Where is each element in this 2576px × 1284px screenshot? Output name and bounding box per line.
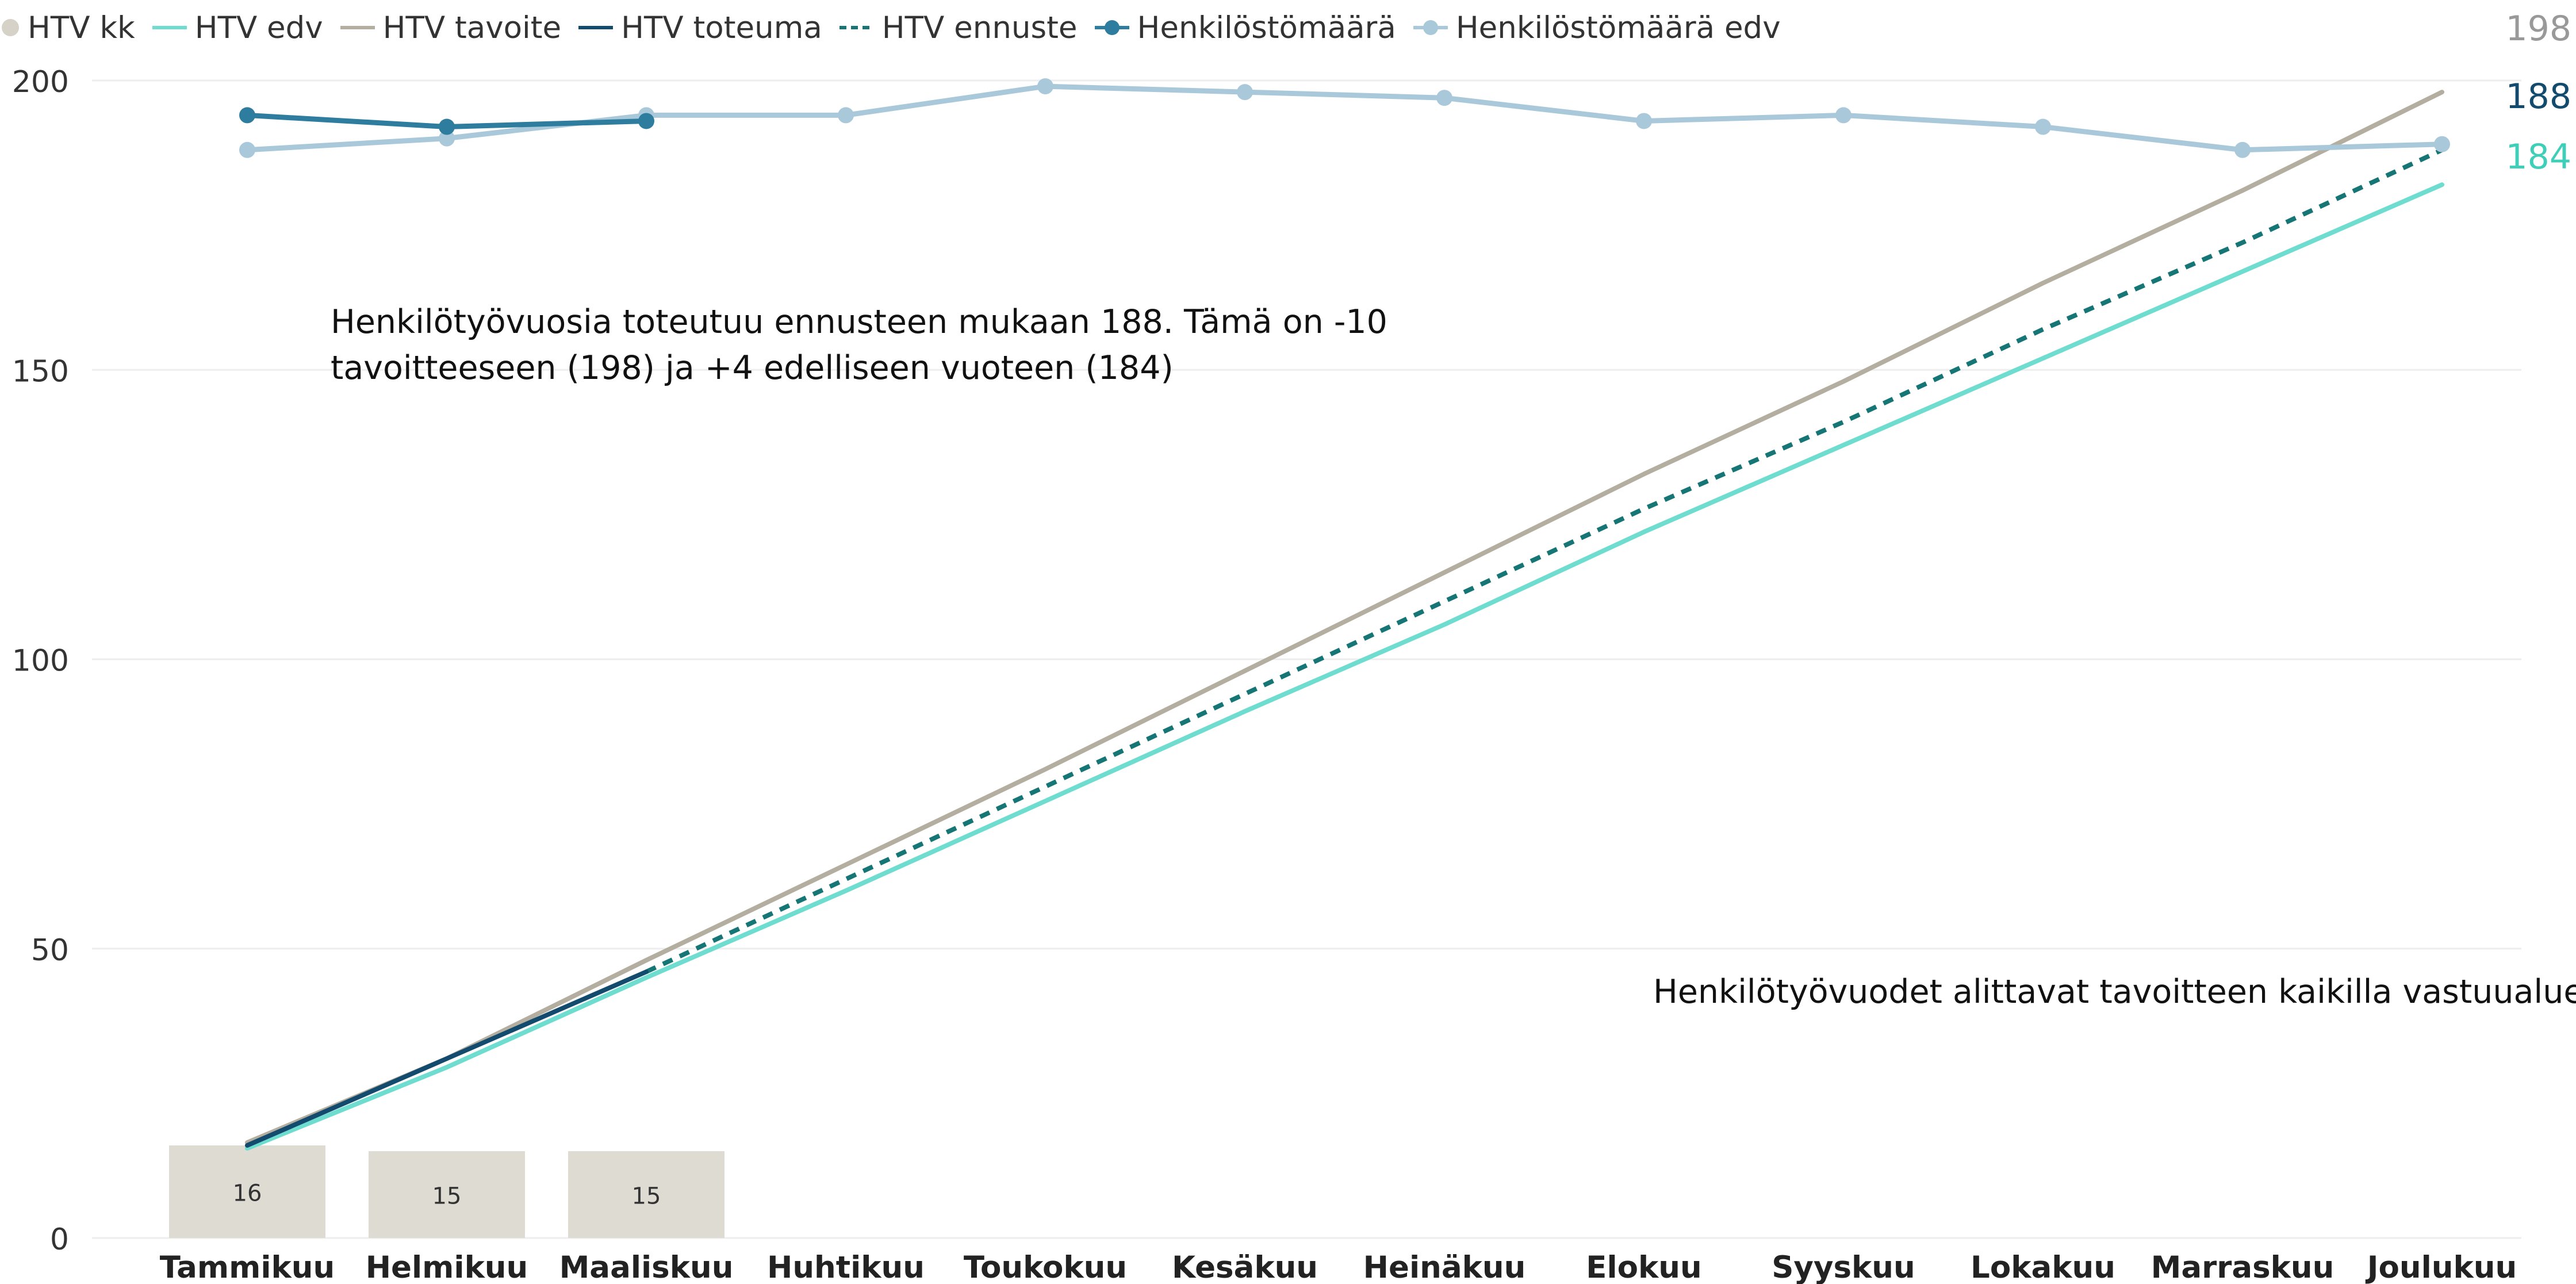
legend-label: HTV ennuste [881,10,1078,45]
series-point-henkilostomaara-edv [2434,136,2450,152]
series-point-henkilostomaara-edv [1436,90,1452,106]
x-tick-label: Helmikuu [366,1250,528,1284]
series-point-henkilostomaara-edv [1237,84,1253,101]
legend-item[interactable]: Henkilöstömäärä edv [1412,10,1781,45]
x-tick-label: Huhtikuu [767,1250,925,1284]
series-point-henkilostomaara-edv [2234,141,2251,158]
legend-label: HTV toteuma [621,10,822,45]
legend-item[interactable]: Henkilöstömäärä [1094,10,1396,45]
legend-swatch-icon [1094,20,1129,35]
x-tick-label: Elokuu [1586,1250,1702,1284]
bar-data-label: 15 [632,1183,661,1210]
x-tick-label: Heinäkuu [1363,1250,1526,1284]
legend-swatch-icon [340,26,375,29]
x-tick-label: Marraskuu [2151,1250,2334,1284]
legend-swatch-icon [1413,20,1448,35]
end-value-label: 188 [2505,76,2571,117]
end-value-label: 184 [2505,137,2571,177]
legend: HTV kk HTV edv HTV tavoite HTV toteuma HTV e… [0,5,1797,51]
bar [169,1145,325,1238]
series-point-henkilostomaara [439,118,455,135]
x-tick-label: Maaliskuu [559,1250,734,1284]
legend-item[interactable]: HTV toteuma [577,10,822,45]
y-tick-label: 50 [31,933,69,968]
series-point-henkilostomaara-edv [439,130,455,147]
legend-swatch-icon [152,26,187,29]
series-line-htv-toteuma [245,969,649,1148]
series-line-htv-edv [245,182,2444,1151]
series-point-henkilostomaara-edv [838,107,854,124]
legend-label: Henkilöstömäärä [1137,10,1396,45]
bar [369,1151,525,1238]
series-point-henkilostomaara-edv [1037,78,1053,95]
end-value-label: 198 [2505,9,2571,49]
series-point-henkilostomaara-edv [1636,113,1652,129]
bar [568,1151,724,1238]
legend-swatch-icon [2,19,19,36]
legend-label: HTV kk [28,10,135,45]
series-point-henkilostomaara-edv [239,141,255,158]
x-tick-label: Syyskuu [1772,1250,1915,1284]
series-point-henkilostomaara [638,113,654,129]
series-line-htv-tavoite [245,90,2444,1145]
legend-item[interactable]: HTV edv [151,10,323,45]
x-tick-label: Toukokuu [964,1250,1127,1284]
annotation-top: Henkilötyövuosia toteutuu ennusteen muka… [331,303,1387,387]
y-tick-label: 150 [12,354,69,389]
annotation-bottom: Henkilötyövuodet alittavat tavoitteen ka… [1653,973,2576,1011]
legend-label: HTV edv [194,10,323,45]
legend-label: HTV tavoite [382,10,562,45]
series-line-htv-ennuste [645,148,2443,974]
x-tick-label: Lokakuu [1971,1250,2115,1284]
legend-item[interactable]: HTV kk [0,10,135,45]
series-point-henkilostomaara-edv [2035,118,2051,135]
x-tick-label: Tammikuu [160,1250,335,1284]
legend-item[interactable]: HTV tavoite [339,10,562,45]
legend-swatch-icon [578,26,614,29]
series-point-henkilostomaara [239,107,255,124]
legend-swatch-icon [839,26,874,29]
series-point-henkilostomaara-edv [1835,107,1851,124]
legend-label: Henkilöstömäärä edv [1455,10,1781,45]
y-tick-label: 100 [12,644,69,679]
y-tick-label: 0 [50,1222,69,1257]
legend-item[interactable]: HTV ennuste [838,10,1078,45]
x-tick-label: Kesäkuu [1172,1250,1318,1284]
series-line-henkilostomaara-edv [244,83,2445,153]
x-tick-label: Joulukuu [2366,1250,2517,1284]
y-tick-label: 200 [12,65,69,99]
bar-data-label: 15 [432,1183,462,1210]
bar-data-label: 16 [233,1180,262,1206]
